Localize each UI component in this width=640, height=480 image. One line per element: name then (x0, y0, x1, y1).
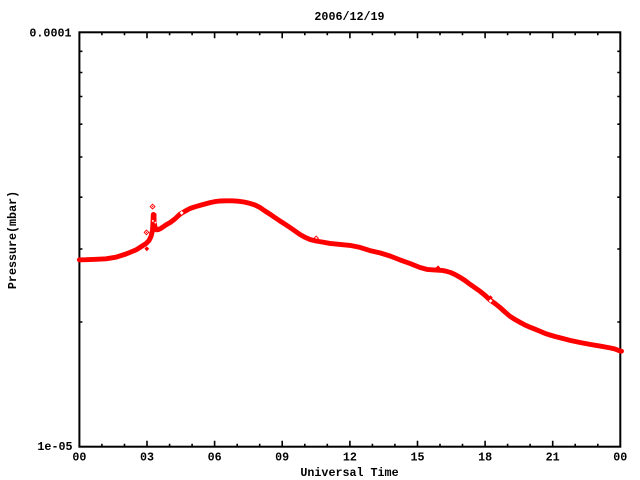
svg-text:2006/12/19: 2006/12/19 (314, 10, 384, 24)
svg-text:06: 06 (208, 450, 222, 464)
svg-text:0.0001: 0.0001 (29, 26, 71, 40)
svg-text:12: 12 (343, 450, 357, 464)
svg-text:Universal Time: Universal Time (300, 466, 398, 480)
svg-text:09: 09 (275, 450, 289, 464)
svg-text:18: 18 (478, 450, 492, 464)
svg-text:1e-05: 1e-05 (37, 440, 72, 454)
svg-text:Pressure(mbar): Pressure(mbar) (6, 191, 20, 289)
svg-text:15: 15 (410, 450, 424, 464)
svg-text:00: 00 (72, 450, 86, 464)
svg-text:03: 03 (140, 450, 154, 464)
svg-text:00: 00 (613, 450, 627, 464)
svg-text:21: 21 (546, 450, 560, 464)
